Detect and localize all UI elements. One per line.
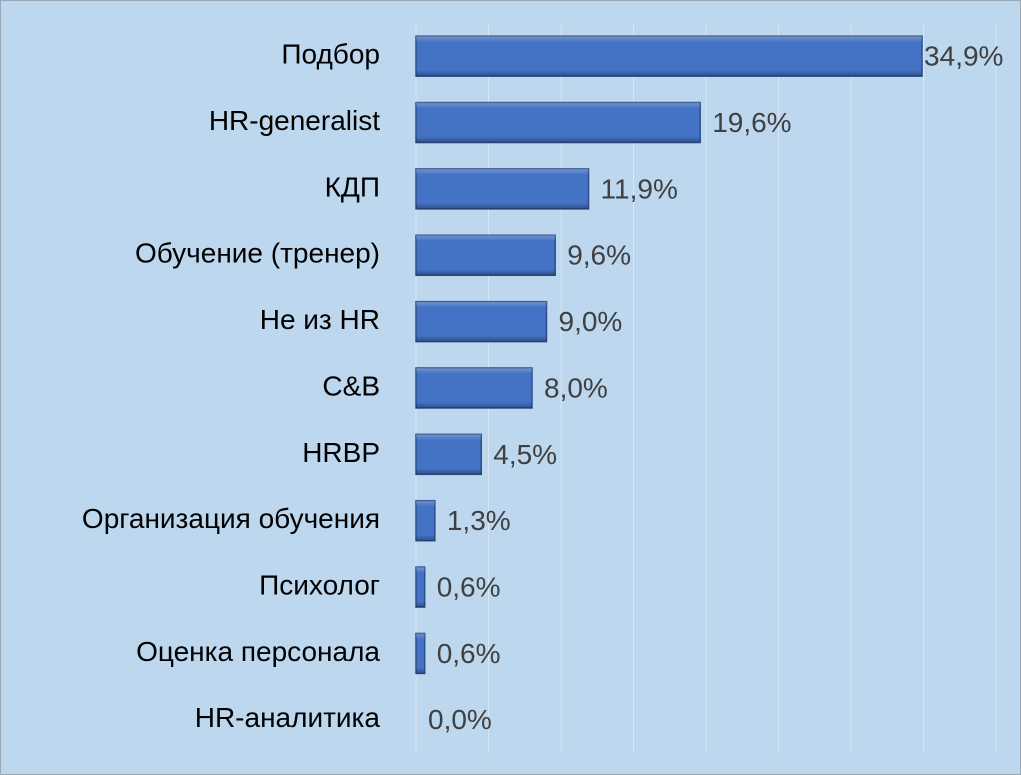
y-tick-label: Не из HR — [260, 304, 380, 335]
value-label: 9,0% — [559, 306, 623, 337]
value-label: 0,0% — [428, 704, 492, 735]
value-label: 4,5% — [493, 439, 557, 470]
grid — [415, 23, 997, 753]
y-tick-label: Психолог — [259, 569, 380, 600]
bar-bevel — [416, 102, 701, 143]
y-tick-label: HRBP — [302, 437, 380, 468]
bar-bevel — [416, 567, 425, 608]
plot: Подбор 34,9% HR-generalist 19,6% КДП 11,9% Обу… — [82, 35, 1003, 735]
y-tick-label: C&B — [322, 370, 380, 401]
y-tick-label: HR-generalist — [209, 105, 380, 136]
bar-bevel — [416, 500, 435, 541]
value-label: 9,6% — [567, 240, 631, 271]
value-label: 0,6% — [437, 638, 501, 669]
bar-bevel — [416, 301, 547, 342]
bar-bevel — [416, 633, 425, 674]
value-label: 1,3% — [447, 505, 511, 536]
bar-bevel — [416, 434, 482, 475]
y-tick-label: Оценка персонала — [136, 636, 380, 667]
value-label: 0,6% — [437, 571, 501, 602]
y-tick-label: КДП — [325, 171, 380, 202]
bar-bevel — [416, 168, 589, 209]
value-label: 8,0% — [544, 372, 608, 403]
y-tick-label: Подбор — [281, 39, 380, 70]
y-tick-label: Обучение (тренер) — [135, 238, 380, 269]
bar-bevel — [416, 368, 532, 408]
value-label: 34,9% — [924, 41, 1003, 72]
bar-bevel — [416, 36, 923, 77]
bar-bevel — [416, 235, 556, 276]
y-tick-label: HR-аналитика — [195, 702, 381, 733]
value-label: 19,6% — [712, 107, 791, 138]
y-tick-label: Организация обучения — [82, 503, 380, 534]
value-label: 11,9% — [601, 173, 678, 204]
